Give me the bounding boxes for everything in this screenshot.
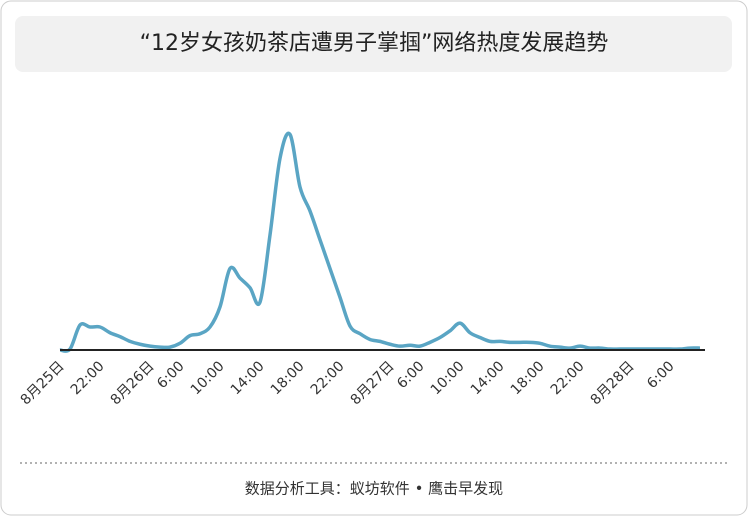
title-box <box>15 16 732 72</box>
chart-title: “12岁女孩奶茶店遭男子掌掴”网络热度发展趋势 <box>140 31 609 56</box>
footer: 数据分析工具：蚁坊软件 • 鹰击早发现 <box>245 480 503 498</box>
line <box>59 131 701 353</box>
